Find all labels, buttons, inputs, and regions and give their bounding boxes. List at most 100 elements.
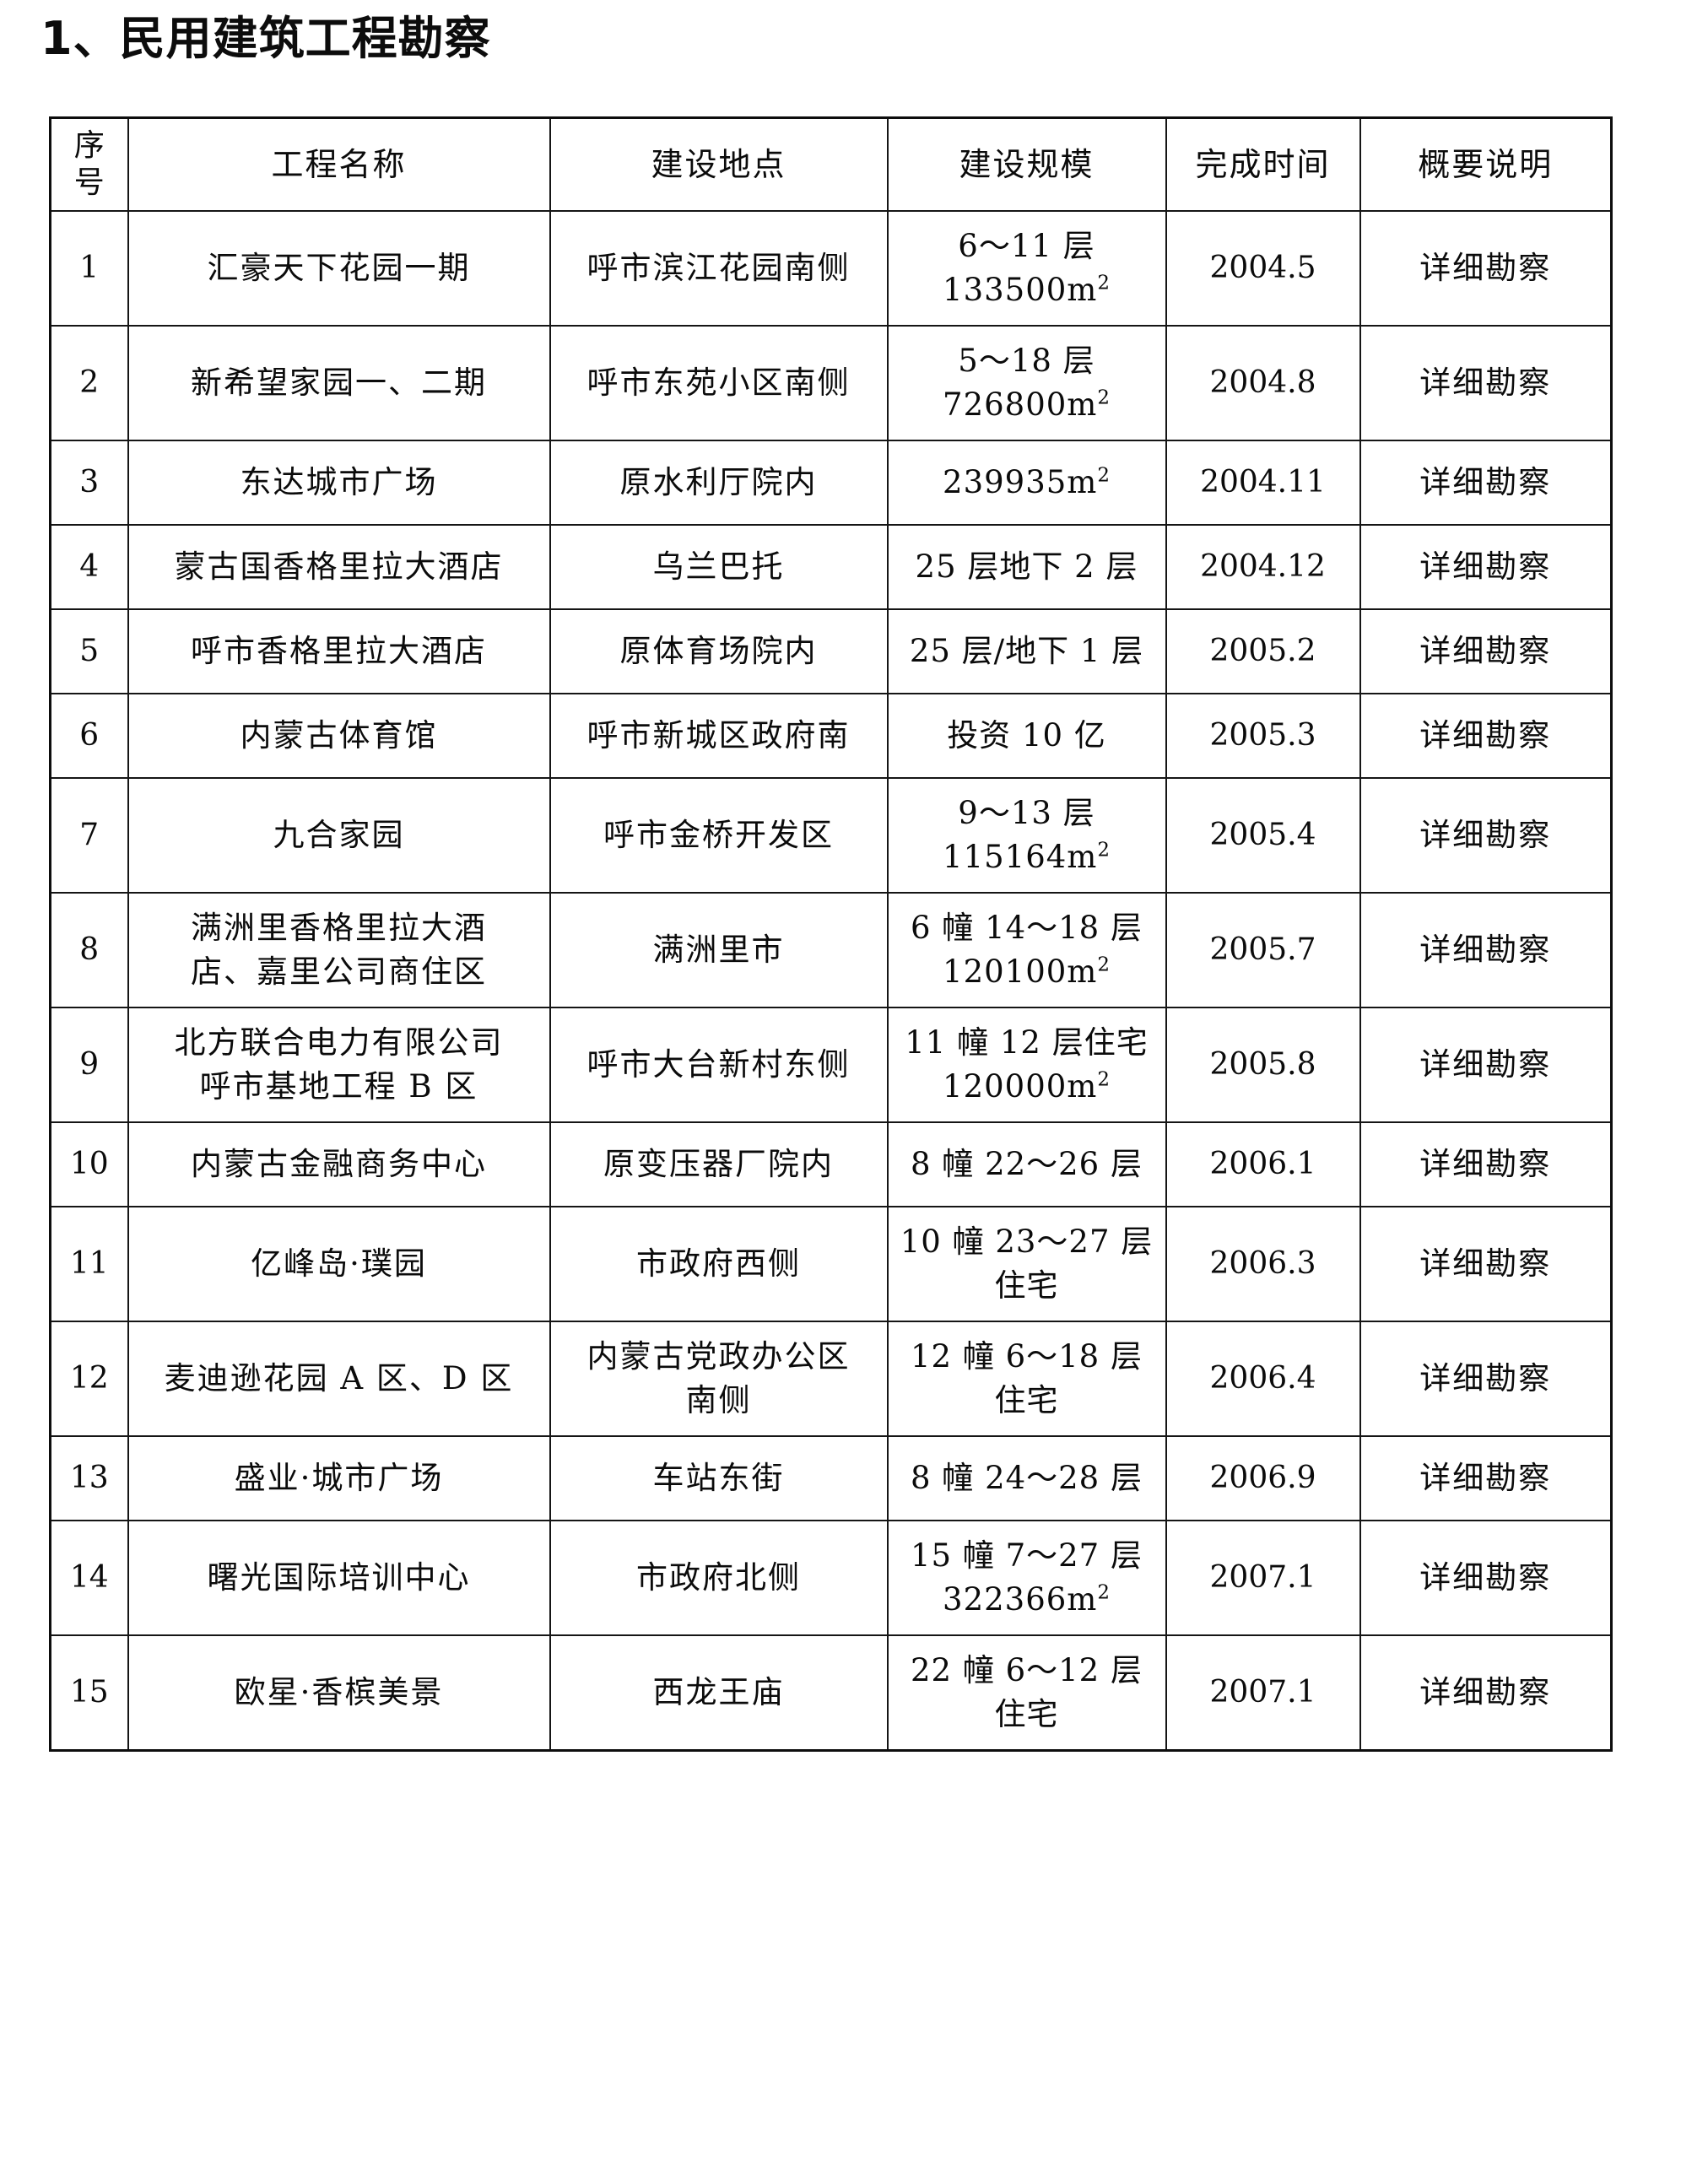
cell-index: 13 xyxy=(49,1435,129,1521)
cell-scale: 25 层/地下 1 层 xyxy=(886,608,1167,694)
cell-project-name: 汇豪天下花园一期 xyxy=(127,210,551,327)
cell-scale-line1: 12 幢 6～18 层 xyxy=(911,1338,1143,1375)
cell-scale-line1: 15 幢 7～27 层 xyxy=(911,1537,1143,1574)
cell-scale: 6 幢 14～18 层 120100m2 xyxy=(886,892,1167,1008)
cell-completion-date: 2004.8 xyxy=(1165,325,1361,441)
cell-location: 原水利厅院内 xyxy=(549,440,889,526)
column-header-remark: 概要说明 xyxy=(1359,116,1613,212)
table-body: 1 汇豪天下花园一期 呼市滨江花园南侧 6～11 层 133500m2 2004.5 详细勘… xyxy=(49,210,1613,1752)
cell-scale-line2: 133500m2 xyxy=(943,272,1111,308)
cell-index: 5 xyxy=(49,608,129,694)
cell-location: 原变压器厂院内 xyxy=(549,1121,889,1207)
cell-scale-line1: 10 幢 23～27 层 xyxy=(900,1224,1154,1260)
cell-completion-date: 2005.7 xyxy=(1165,892,1361,1008)
cell-remark: 详细勘察 xyxy=(1359,1520,1613,1636)
cell-remark: 详细勘察 xyxy=(1359,608,1613,694)
cell-remark: 详细勘察 xyxy=(1359,1121,1613,1207)
cell-scale: 8 幢 22～26 层 xyxy=(886,1121,1167,1207)
cell-project-name-line2: 呼市基地工程 B 区 xyxy=(199,1068,478,1105)
cell-location: 内蒙古党政办公区 南侧 xyxy=(549,1321,889,1437)
table-row: 10 内蒙古金融商务中心 原变压器厂院内 8 幢 22～26 层 2006.1 详细勘察 xyxy=(49,1121,1613,1207)
cell-project-name: 内蒙古金融商务中心 xyxy=(127,1121,551,1207)
cell-scale-line1: 8 幢 22～26 层 xyxy=(911,1146,1143,1182)
cell-scale-line2: 住宅 xyxy=(994,1382,1059,1418)
cell-index: 6 xyxy=(49,693,129,779)
cell-project-name: 欧星·香槟美景 xyxy=(127,1634,551,1752)
cell-index: 9 xyxy=(49,1007,129,1123)
cell-location: 呼市新城区政府南 xyxy=(549,693,889,779)
cell-remark: 详细勘察 xyxy=(1359,1634,1613,1752)
cell-location: 市政府西侧 xyxy=(549,1206,889,1322)
cell-remark: 详细勘察 xyxy=(1359,1321,1613,1437)
cell-completion-date: 2004.12 xyxy=(1165,524,1361,610)
cell-index: 4 xyxy=(49,524,129,610)
cell-completion-date: 2007.1 xyxy=(1165,1520,1361,1636)
cell-remark: 详细勘察 xyxy=(1359,1007,1613,1123)
table-row: 2 新希望家园一、二期 呼市东苑小区南侧 5～18 层 726800m2 2004.8 详细… xyxy=(49,325,1613,441)
cell-index: 12 xyxy=(49,1321,129,1437)
cell-scale: 8 幢 24～28 层 xyxy=(886,1435,1167,1521)
table-row: 11 亿峰岛·璞园 市政府西侧 10 幢 23～27 层住宅 2006.3 详细勘察 xyxy=(49,1206,1613,1322)
cell-scale: 5～18 层 726800m2 xyxy=(886,325,1167,441)
column-header-index: 序 号 xyxy=(49,116,129,212)
cell-completion-date: 2006.3 xyxy=(1165,1206,1361,1322)
cell-location: 呼市金桥开发区 xyxy=(549,777,889,894)
cell-location: 西龙王庙 xyxy=(549,1634,889,1752)
cell-completion-date: 2005.3 xyxy=(1165,693,1361,779)
cell-index: 15 xyxy=(49,1634,129,1752)
cell-scale-line2: 住宅 xyxy=(994,1696,1059,1732)
cell-remark: 详细勘察 xyxy=(1359,325,1613,441)
cell-location: 市政府北侧 xyxy=(549,1520,889,1636)
cell-scale-line1: 投资 10 亿 xyxy=(947,717,1106,754)
cell-location-line2: 南侧 xyxy=(685,1382,752,1418)
cell-location: 呼市滨江花园南侧 xyxy=(549,210,889,327)
cell-scale: 11 幢 12 层住宅 120000m2 xyxy=(886,1007,1167,1123)
table-row: 15 欧星·香槟美景 西龙王庙 22 幢 6～12 层住宅 2007.1 详细勘察 xyxy=(49,1634,1613,1752)
cell-remark: 详细勘察 xyxy=(1359,777,1613,894)
cell-location: 乌兰巴托 xyxy=(549,524,889,610)
cell-scale: 25 层地下 2 层 xyxy=(886,524,1167,610)
cell-scale-line1: 6 幢 14～18 层 xyxy=(911,910,1143,946)
cell-index: 3 xyxy=(49,440,129,526)
cell-index: 14 xyxy=(49,1520,129,1636)
column-header-place: 建设地点 xyxy=(549,116,889,212)
cell-scale-line1: 5～18 层 xyxy=(958,343,1095,379)
cell-completion-date: 2004.5 xyxy=(1165,210,1361,327)
table-row: 7 九合家园 呼市金桥开发区 9～13 层 115164m2 2005.4 详细勘察 xyxy=(49,777,1613,894)
cell-index: 10 xyxy=(49,1121,129,1207)
cell-location: 原体育场院内 xyxy=(549,608,889,694)
column-header-date: 完成时间 xyxy=(1165,116,1361,212)
cell-project-name-line2: 店、嘉里公司商住区 xyxy=(191,953,487,990)
cell-index: 8 xyxy=(49,892,129,1008)
table-row: 9 北方联合电力有限公司 呼市基地工程 B 区呼市大台新村东侧 11 幢 12 层住宅… xyxy=(49,1007,1613,1123)
cell-index: 2 xyxy=(49,325,129,441)
cell-remark: 详细勘察 xyxy=(1359,693,1613,779)
cell-project-name-line1: 满洲里香格里拉大酒 xyxy=(191,910,487,946)
table-row: 5 呼市香格里拉大酒店 原体育场院内 25 层/地下 1 层 2005.2 详细勘察 xyxy=(49,608,1613,694)
cell-completion-date: 2006.4 xyxy=(1165,1321,1361,1437)
cell-remark: 详细勘察 xyxy=(1359,1435,1613,1521)
cell-scale: 15 幢 7～27 层 322366m2 xyxy=(886,1520,1167,1636)
cell-scale: 22 幢 6～12 层住宅 xyxy=(886,1634,1167,1752)
cell-location: 车站东街 xyxy=(549,1435,889,1521)
cell-index: 7 xyxy=(49,777,129,894)
table-header: 序 号 工程名称 建设地点 建设规模 完成时间 概要说明 xyxy=(49,116,1613,212)
cell-index: 1 xyxy=(49,210,129,327)
cell-scale-line1: 239935m2 xyxy=(943,464,1111,500)
cell-completion-date: 2004.11 xyxy=(1165,440,1361,526)
cell-scale-line1: 9～13 层 xyxy=(958,795,1095,831)
cell-project-name: 亿峰岛·璞园 xyxy=(127,1206,551,1322)
cell-scale: 6～11 层 133500m2 xyxy=(886,210,1167,327)
cell-scale-line1: 11 幢 12 层住宅 xyxy=(905,1024,1149,1061)
cell-project-name: 蒙古国香格里拉大酒店 xyxy=(127,524,551,610)
cell-scale-line2: 120100m2 xyxy=(943,953,1111,990)
cell-scale-line2: 住宅 xyxy=(994,1267,1059,1304)
cell-project-name: 麦迪逊花园 A 区、D 区 xyxy=(127,1321,551,1437)
table-row: 6 内蒙古体育馆 呼市新城区政府南 投资 10 亿 2005.3 详细勘察 xyxy=(49,693,1613,779)
cell-scale-line1: 25 层地下 2 层 xyxy=(915,548,1138,585)
cell-completion-date: 2005.4 xyxy=(1165,777,1361,894)
cell-scale-line2: 115164m2 xyxy=(943,839,1111,875)
cell-project-name: 东达城市广场 xyxy=(127,440,551,526)
cell-scale: 9～13 层 115164m2 xyxy=(886,777,1167,894)
